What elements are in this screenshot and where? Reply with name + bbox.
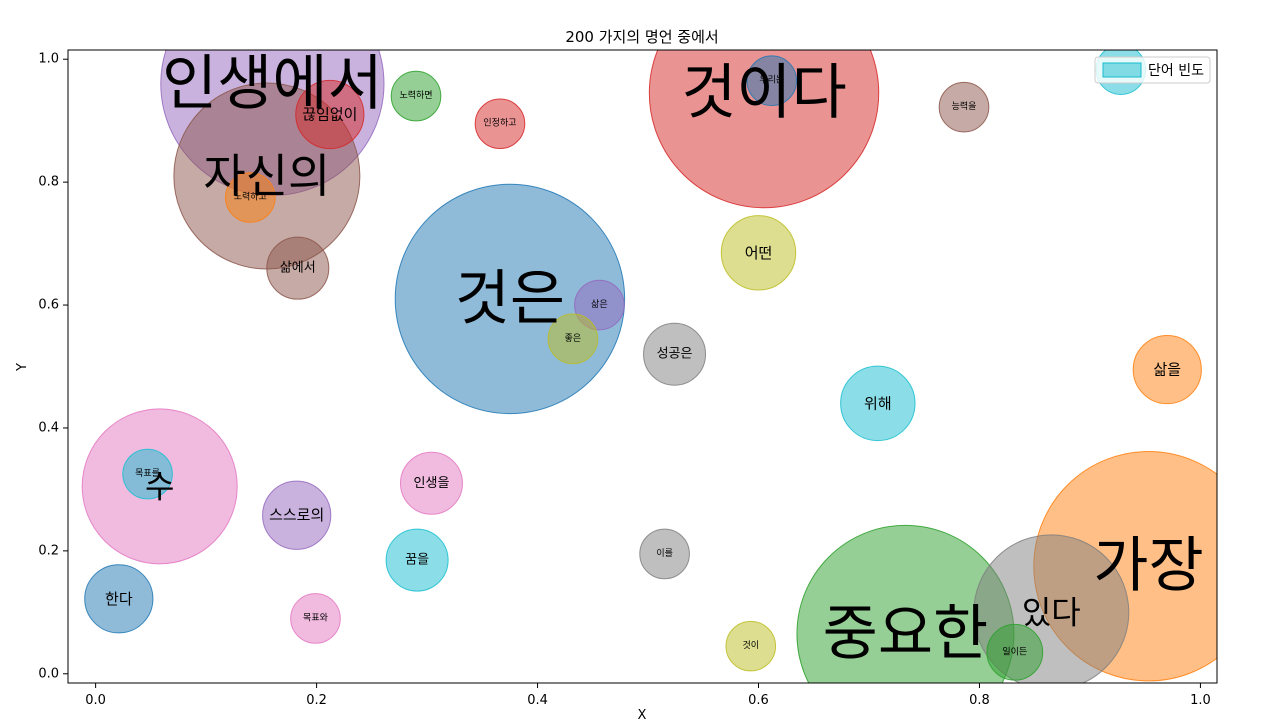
- bubble: [648, 50, 880, 209]
- bubble: [986, 623, 1044, 681]
- bubble: [262, 480, 332, 550]
- bubble: [122, 448, 173, 500]
- bubble: [720, 215, 797, 291]
- bubble: [295, 79, 365, 150]
- chart-title: 200 가지의 명언 중에서: [565, 28, 718, 46]
- bubble: [1132, 334, 1202, 405]
- bubble: [547, 313, 599, 365]
- bubble-label: 성공은: [657, 347, 693, 362]
- bubble: [224, 172, 276, 223]
- plot-frame: [67, 49, 1218, 684]
- bubble: [474, 98, 526, 150]
- bubble: [639, 528, 690, 580]
- bubble-label: 중요한: [823, 599, 989, 669]
- bubble-label: 가장: [1093, 531, 1203, 601]
- bubble-label: 한다: [105, 590, 133, 608]
- bubble-label: 노력하고: [234, 190, 267, 202]
- bubble: [725, 620, 777, 672]
- y-tick-label: 0.2: [38, 543, 59, 558]
- bubble-label: 인생을: [414, 476, 450, 491]
- bubble: [938, 81, 990, 133]
- x-axis-label: X: [638, 708, 647, 722]
- bubble-label: 인정하고: [483, 118, 516, 129]
- bubble-label: 끊임없이: [302, 106, 357, 124]
- bubble-label: 이를: [656, 548, 673, 559]
- y-tick-label: 0.8: [38, 175, 59, 190]
- bubble: [84, 564, 154, 634]
- bubble: [399, 451, 463, 515]
- bubble: [574, 279, 625, 331]
- bubble-label: 것이다: [681, 58, 847, 128]
- bubble-label: 위해: [864, 394, 892, 412]
- legend-label: 단어 빈도: [1148, 63, 1204, 79]
- x-tick-label: 0.0: [85, 693, 106, 708]
- bubble: [290, 593, 341, 644]
- x-tick-label: 1.0: [1190, 693, 1211, 708]
- bubble-label: 수: [145, 467, 174, 505]
- bubble-label: 꿈을: [405, 553, 429, 568]
- x-tick-label: 0.6: [748, 693, 769, 708]
- y-axis-label: Y: [15, 363, 30, 372]
- bubble-label: 어떤: [745, 244, 773, 262]
- bubble-label: 삶을: [1153, 361, 1181, 379]
- bubble-label: 것이: [742, 640, 759, 651]
- bubble: [390, 70, 442, 122]
- y-tick-label: 0.0: [38, 666, 59, 681]
- y-tick-label: 0.4: [38, 420, 59, 435]
- bubble-label: 좋은: [565, 333, 582, 344]
- bubble: [840, 365, 916, 442]
- y-tick-label: 0.6: [38, 298, 59, 313]
- bubble-label: 있다: [1022, 593, 1081, 631]
- bubble-label: 스스로의: [269, 506, 324, 524]
- bubble-label: 목표를: [135, 468, 160, 479]
- y-tick-label: 1.0: [38, 52, 59, 67]
- bubble: [643, 322, 707, 386]
- legend-swatch: [1102, 62, 1142, 78]
- bubble-label: 삶은: [591, 299, 608, 310]
- x-tick-label: 0.8: [969, 693, 990, 708]
- bubble-label: 목표와: [303, 611, 328, 623]
- bubble-label: 노력하면: [399, 89, 432, 101]
- bubble-label: 것은: [455, 264, 565, 334]
- bubble: [385, 528, 449, 592]
- bubble: [266, 236, 330, 300]
- x-tick-label: 0.2: [306, 693, 327, 708]
- bubble: [746, 55, 798, 107]
- x-tick-label: 0.4: [527, 693, 548, 708]
- bubble-label: 능력을: [952, 100, 977, 112]
- bubble-label: 인생에서: [162, 49, 383, 119]
- bubble-label: 일이든: [1002, 646, 1027, 657]
- bubble-label: 우리는: [759, 75, 784, 86]
- x-axis: 0.0 0.2 0.4 0.6 0.8 1.0: [85, 683, 1211, 708]
- bubble-label: 삶에서: [280, 261, 316, 276]
- y-axis: 0.0 0.2 0.4 0.6 0.8 1.0: [38, 52, 68, 681]
- legend: 단어 빈도: [1094, 56, 1211, 84]
- bubble-label: 자신의: [203, 149, 330, 203]
